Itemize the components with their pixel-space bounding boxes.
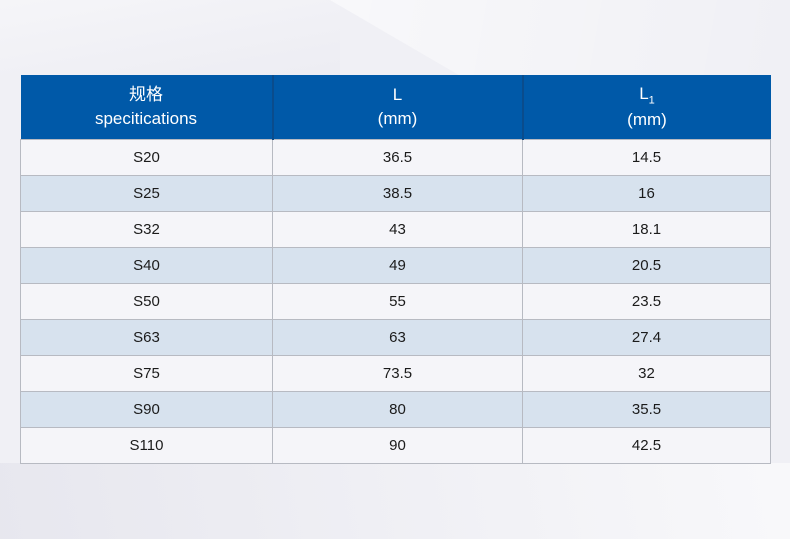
cell-l1: 27.4 [522, 318, 771, 356]
cell-spec: S50 [20, 282, 273, 320]
cell-l: 43 [272, 210, 523, 248]
header-l1-unit: (mm) [627, 110, 667, 130]
cell-spec: S25 [20, 174, 273, 212]
cell-l: 49 [272, 246, 523, 284]
cell-spec: S90 [20, 390, 273, 428]
cell-l: 38.5 [272, 174, 523, 212]
cell-l: 90 [272, 426, 523, 464]
cell-spec: S32 [20, 210, 273, 248]
cell-l: 63 [272, 318, 523, 356]
cell-spec: S75 [20, 354, 273, 392]
table-row: S50 55 23.5 [20, 282, 771, 320]
cell-l1: 35.5 [522, 390, 771, 428]
table-row: S63 63 27.4 [20, 318, 771, 356]
background-facet [0, 0, 340, 75]
table-row: S25 38.5 16 [20, 174, 771, 212]
header-row: 规格 specitications L (mm) L1 (mm) [20, 75, 771, 139]
header-l-label: L [392, 85, 403, 105]
cell-l1: 14.5 [522, 138, 771, 176]
table-row: S20 36.5 14.5 [20, 138, 771, 176]
cell-l1: 32 [522, 354, 771, 392]
table-row: S40 49 20.5 [20, 246, 771, 284]
table-header: 规格 specitications L (mm) L1 (mm) [20, 75, 771, 139]
header-l1-label: L [639, 83, 649, 103]
cell-l1: 42.5 [522, 426, 771, 464]
header-cell-spec: 规格 specitications [20, 75, 273, 139]
background-facet [330, 0, 790, 75]
header-l1-subscript: 1 [648, 94, 655, 107]
cell-l: 36.5 [272, 138, 523, 176]
background-facet [0, 463, 790, 539]
cell-l1: 20.5 [522, 246, 771, 284]
cell-spec: S63 [20, 318, 273, 356]
cell-l: 80 [272, 390, 523, 428]
header-cell-l1: L1 (mm) [521, 75, 771, 139]
header-l-unit: (mm) [377, 108, 418, 128]
cell-l: 55 [272, 282, 523, 320]
table-row: S75 73.5 32 [20, 354, 771, 392]
cell-l1: 18.1 [522, 210, 771, 248]
cell-spec: S110 [20, 426, 273, 464]
specifications-table: 规格 specitications L (mm) L1 (mm) S20 36.… [20, 75, 771, 464]
cell-spec: S40 [20, 246, 273, 284]
header-cell-l: L (mm) [271, 75, 523, 139]
cell-l1: 23.5 [522, 282, 771, 320]
table-row: S32 43 18.1 [20, 210, 771, 248]
header-spec-cn: 规格 [129, 85, 163, 105]
cell-spec: S20 [20, 138, 273, 176]
header-spec-en: specitications [94, 108, 198, 128]
cell-l: 73.5 [272, 354, 523, 392]
table-row: S110 90 42.5 [20, 426, 771, 464]
table-row: S90 80 35.5 [20, 390, 771, 428]
cell-l1: 16 [522, 174, 771, 212]
table-body: S20 36.5 14.5 S25 38.5 16 S32 43 18.1 S4… [20, 138, 771, 464]
